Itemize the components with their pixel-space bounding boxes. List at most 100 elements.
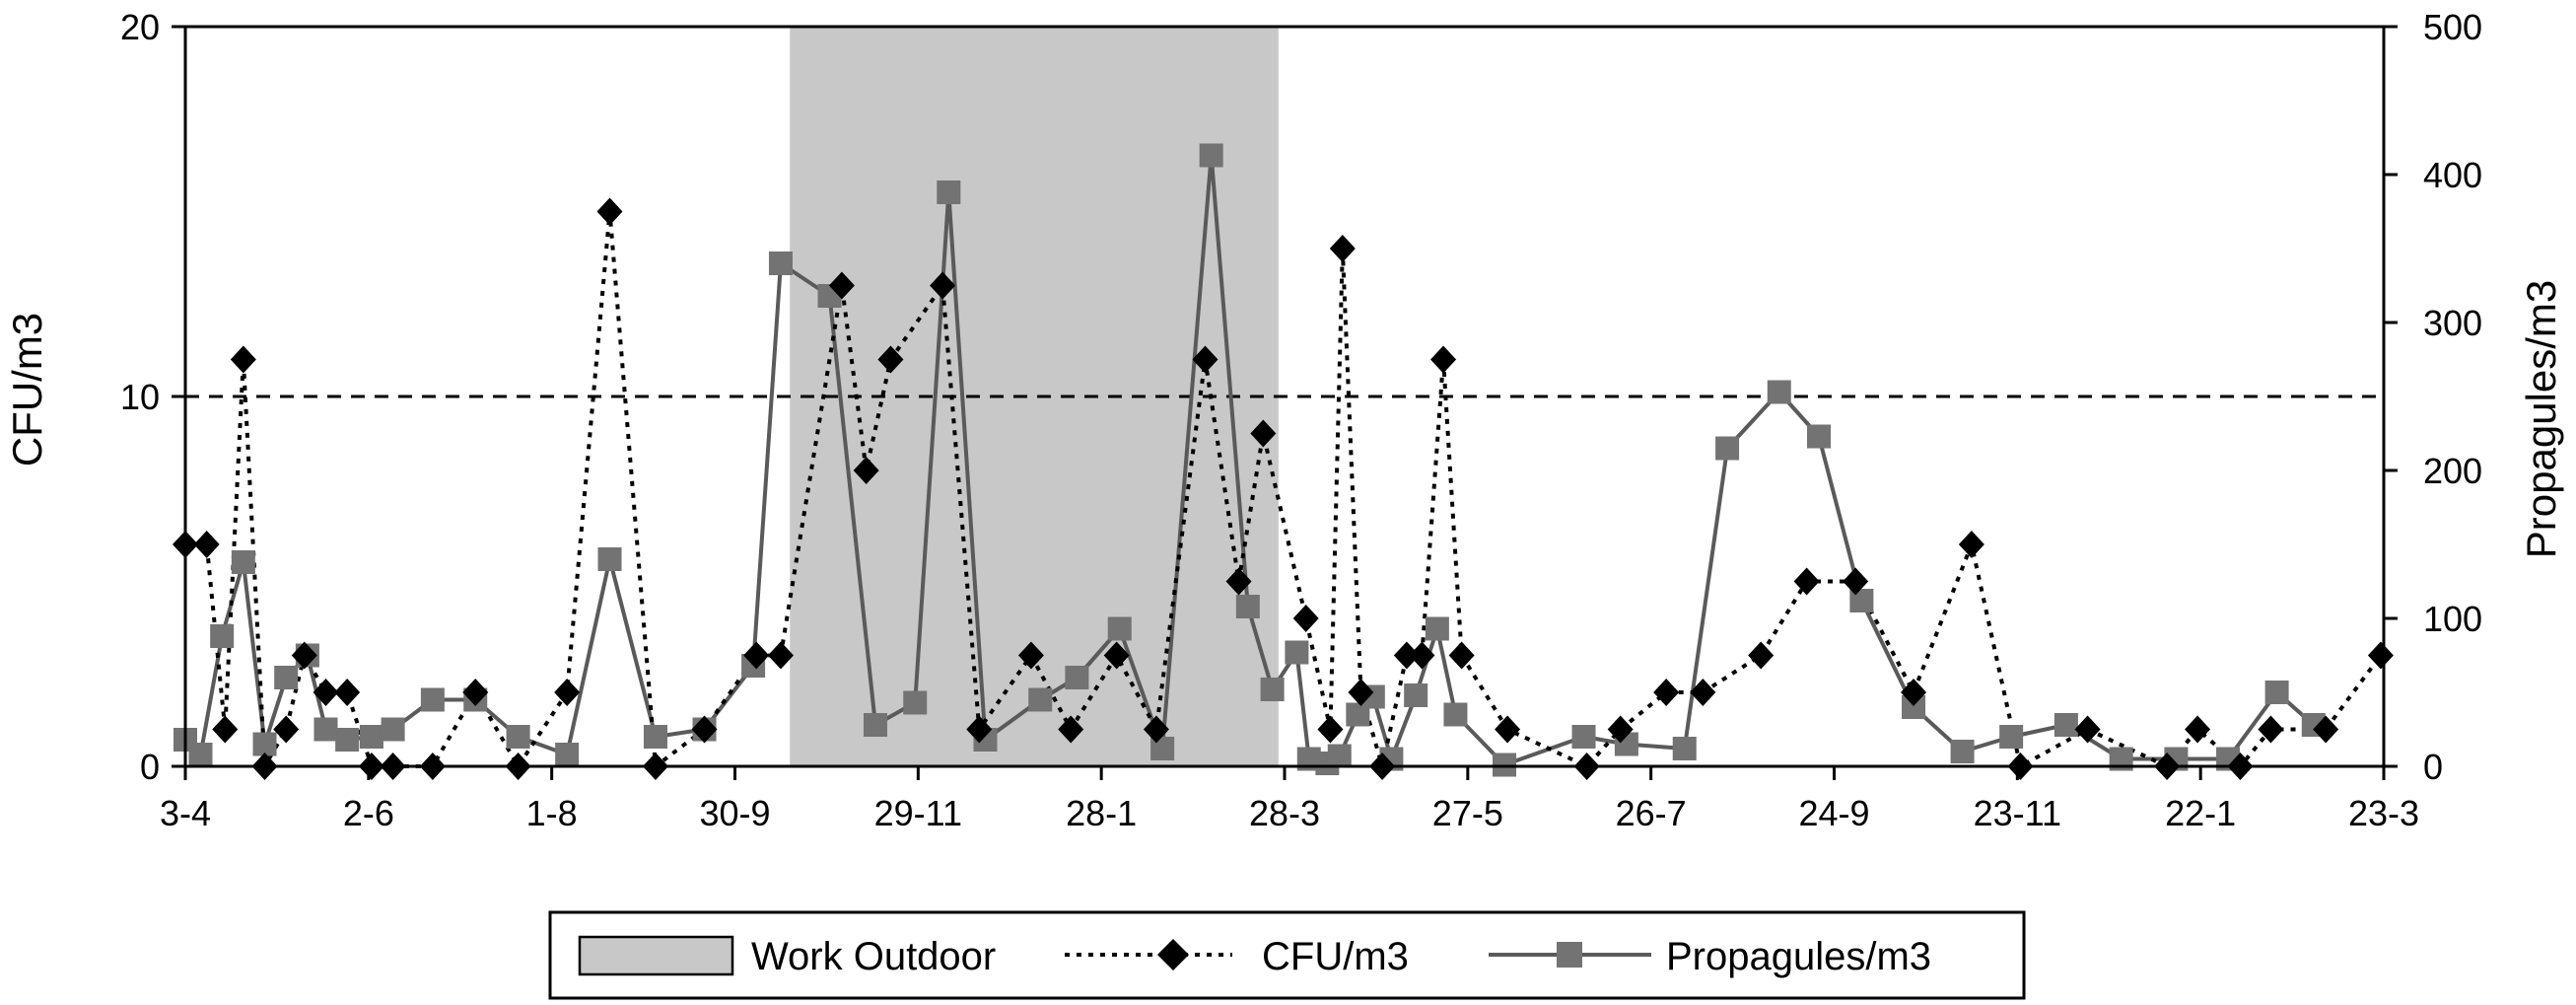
- x-tick-label: 23-11: [1974, 793, 2061, 833]
- cfu-point: [767, 641, 794, 670]
- cfu-point: [1430, 345, 1457, 374]
- propagules-point: [1065, 666, 1089, 689]
- cfu-point: [1225, 567, 1252, 596]
- legend-frame: [548, 910, 2026, 1000]
- x-tick-label: 28-3: [1249, 793, 1320, 833]
- propagules-point: [1199, 143, 1223, 168]
- cfu-point: [230, 345, 256, 374]
- cfu-point: [1017, 641, 1044, 670]
- axes-layer: 3-4 2-6 1-8 30-9 29-11 28-1 28-3 27-5 26-7 24-9 23…: [120, 7, 2482, 833]
- propagules-point: [937, 180, 961, 204]
- propagules-point: [381, 717, 405, 742]
- x-tick-label: 30-9: [699, 793, 770, 833]
- legend-marker-cfu: [1157, 939, 1189, 970]
- propagules-point: [1767, 380, 1791, 404]
- cfu-point: [193, 531, 220, 558]
- propagules-point: [1807, 424, 1832, 449]
- propagules-point: [210, 624, 235, 648]
- propagules-point: [1107, 616, 1132, 641]
- cfu-point: [877, 345, 904, 374]
- legend-label-cfu: CFU/m3: [1262, 935, 1409, 978]
- left-ticks: 0 10 20: [120, 7, 185, 787]
- legend-label-propagules: Propagules/m3: [1666, 935, 1931, 978]
- cfu-point: [1329, 235, 1356, 262]
- right-tick-label: 400: [2423, 155, 2482, 195]
- propagules-point: [1672, 737, 1697, 760]
- shade-layer: [790, 27, 1279, 766]
- cfu-point: [853, 457, 879, 484]
- x-tick-label: 22-1: [2165, 793, 2236, 833]
- cfu-point: [2074, 715, 2101, 744]
- cfu-point: [313, 679, 339, 706]
- right-tick-label: 500: [2423, 7, 2482, 47]
- cfu-point: [1843, 567, 1869, 596]
- propagules-point: [768, 251, 793, 275]
- propagules-point: [1950, 740, 1975, 763]
- propagules-point: [1425, 616, 1449, 641]
- cfu-point: [1958, 531, 1984, 558]
- cfu-point: [2258, 715, 2284, 744]
- propagules-point: [506, 725, 530, 749]
- right-axis-title: Propagules/m3: [2518, 280, 2564, 559]
- cfu-point: [1317, 715, 1344, 744]
- cfu-point: [1653, 679, 1680, 706]
- propagules-point: [335, 728, 360, 752]
- x-tick-label: 23-3: [2348, 793, 2419, 833]
- cfu-point: [462, 679, 489, 706]
- left-axis-title: CFU/m3: [4, 313, 50, 467]
- right-ticks: 0 100 200 300 400 500: [2384, 7, 2482, 787]
- cfu-point: [1348, 679, 1374, 706]
- cfu-point: [1748, 641, 1775, 670]
- left-tick-label: 10: [120, 377, 160, 417]
- propagules-point: [274, 666, 299, 689]
- propagules-point: [1443, 702, 1468, 727]
- propagules-point: [313, 717, 338, 742]
- propagules-point: [903, 690, 928, 715]
- cfu-point: [554, 679, 581, 706]
- cfu-point: [1143, 715, 1169, 744]
- legend-label-work-outdoor: Work Outdoor: [751, 935, 996, 978]
- left-tick-label: 20: [120, 7, 160, 47]
- propagules-point: [1235, 595, 1260, 618]
- propagules-point: [1404, 683, 1428, 707]
- cfu-point: [1690, 679, 1716, 706]
- cfu-point: [1409, 641, 1435, 670]
- right-tick-label: 100: [2423, 599, 2482, 639]
- cfu-point: [930, 271, 956, 300]
- cfu-point: [828, 271, 855, 300]
- x-tick-label: 26-7: [1616, 793, 1687, 833]
- propagules-point: [231, 550, 255, 574]
- left-tick-label: 0: [140, 747, 160, 787]
- cfu-point: [1793, 567, 1820, 596]
- cfu-point: [1393, 641, 1420, 670]
- x-tick-label: 3-4: [160, 793, 211, 833]
- cfu-point: [691, 715, 718, 744]
- x-tick-label: 1-8: [526, 793, 578, 833]
- x-tick-label: 27-5: [1432, 793, 1503, 833]
- cfu-point: [334, 679, 361, 706]
- propagules-point: [188, 743, 213, 766]
- propagules-point: [1260, 678, 1285, 701]
- propagules-point: [643, 725, 667, 749]
- right-tick-label: 300: [2423, 303, 2482, 343]
- right-tick-label: 0: [2423, 747, 2443, 787]
- propagules-point: [863, 713, 887, 737]
- propagules-point: [1999, 725, 2024, 749]
- propagules-markers: [174, 143, 2326, 777]
- cfu-point: [1607, 715, 1634, 744]
- propagules-point: [359, 725, 383, 749]
- legend-marker-propagules: [1557, 942, 1582, 968]
- x-ticks: 3-4 2-6 1-8 30-9 29-11 28-1 28-3 27-5 26-7 24-9 23…: [160, 766, 2419, 833]
- cfu-point: [2313, 715, 2339, 744]
- cfu-point: [291, 641, 317, 670]
- cfu-point: [966, 715, 993, 744]
- cfu-point: [1058, 715, 1084, 744]
- propagules-point: [2054, 713, 2078, 737]
- cfu-point: [1292, 605, 1319, 632]
- cfu-point: [1103, 641, 1130, 670]
- propagules-point: [1571, 725, 1596, 749]
- cfu-point: [273, 715, 300, 744]
- cfu-point: [212, 715, 239, 744]
- propagules-point: [555, 743, 580, 766]
